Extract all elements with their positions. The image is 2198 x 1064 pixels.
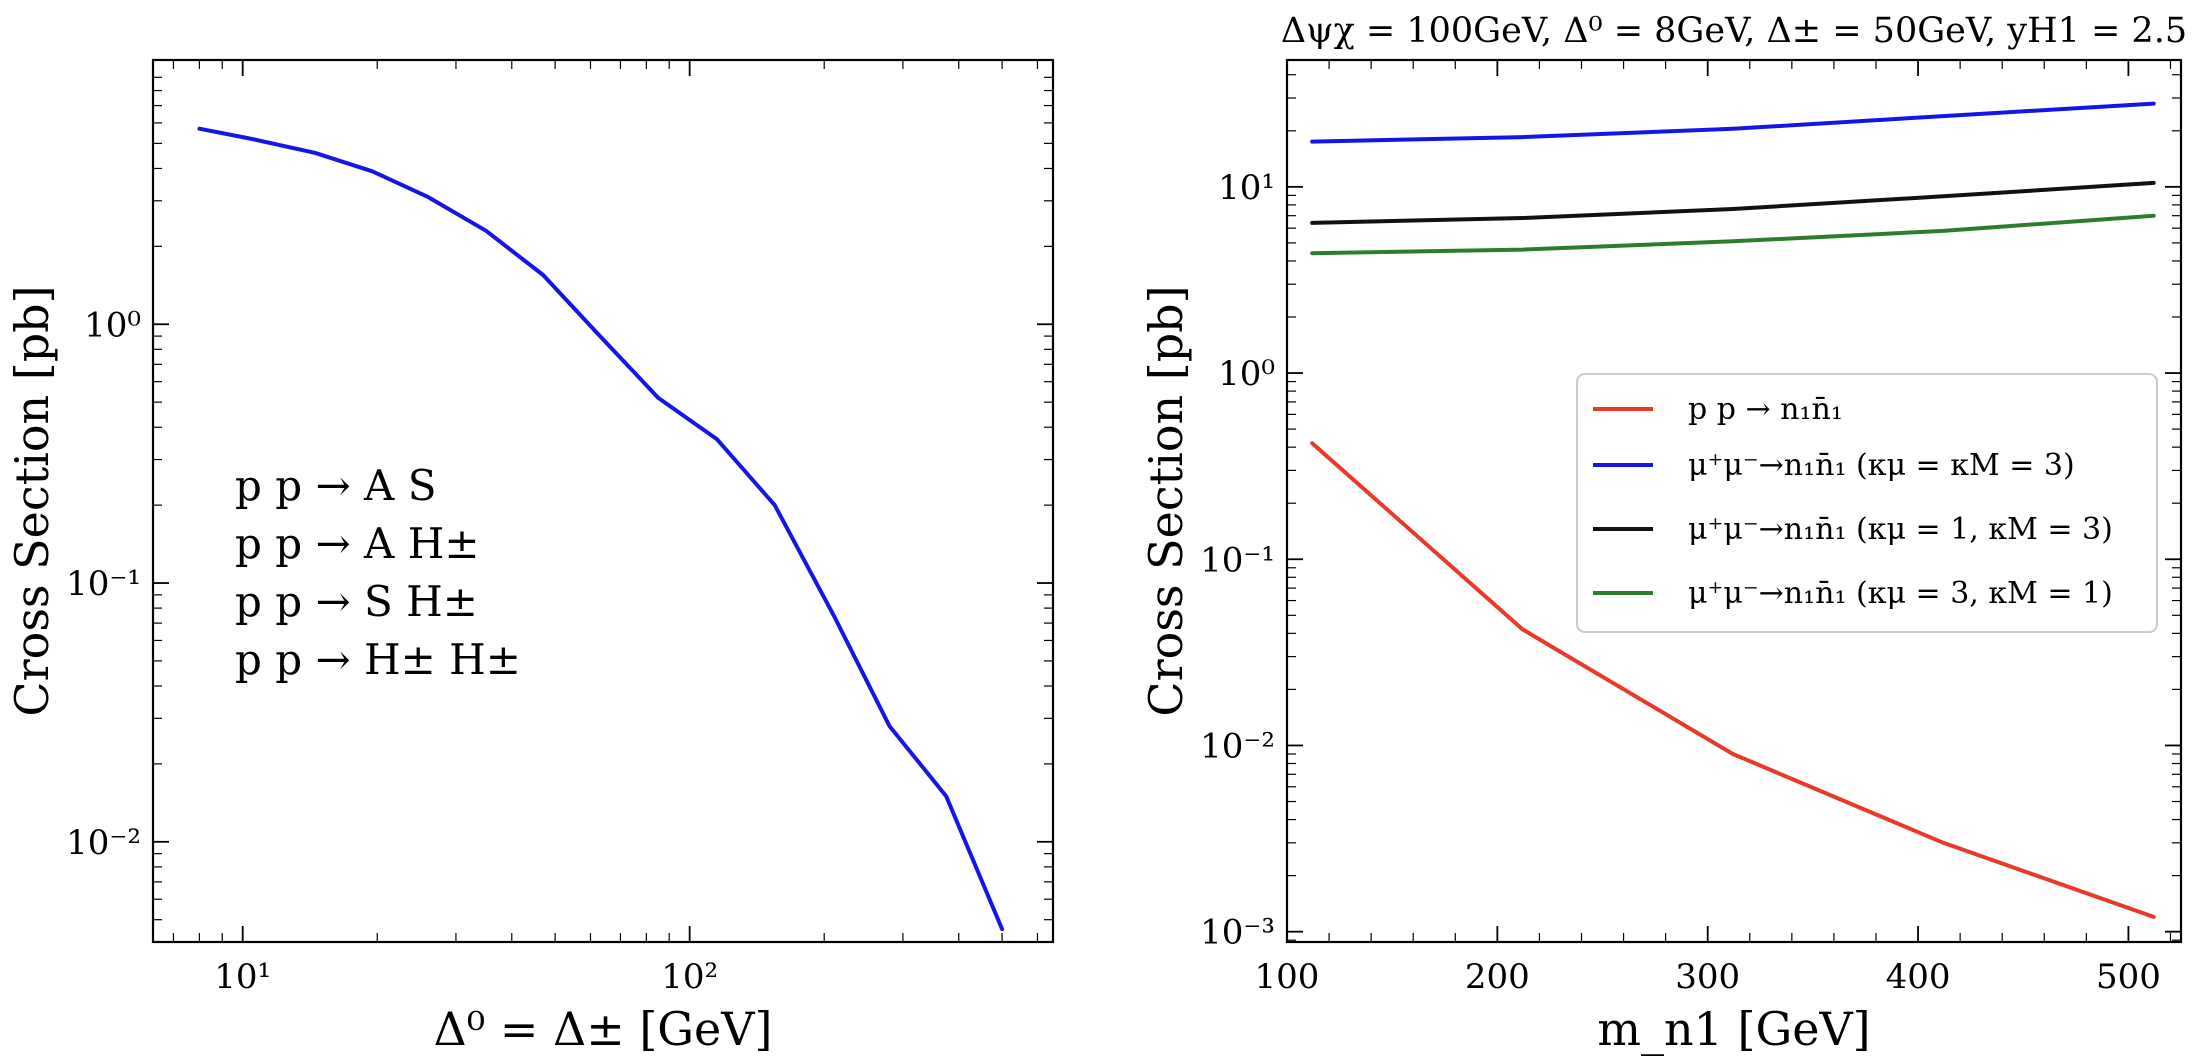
left-plot-frame	[151, 58, 1055, 944]
legend-label-blue: μ⁺μ⁻→n₁n̄₁ (κμ = κM = 3)	[1688, 448, 2075, 483]
data-point	[1521, 216, 1525, 220]
data-point	[1000, 927, 1004, 931]
right-plot-frame	[1285, 58, 2183, 944]
data-point	[250, 137, 254, 141]
data-point	[1310, 251, 1314, 255]
legend: p p → n₁n̄₁ μ⁺μ⁻→n₁n̄₁ (κμ = κM = 3) μ⁺μ…	[1576, 373, 2158, 633]
right-y-tick-label: 10⁻³	[1200, 913, 1275, 953]
left-chart: 10¹ 10² 10⁰ 10⁻¹ 10⁻² Δ⁰ = Δ± [GeV] Cros…	[5, 58, 1055, 1056]
data-point	[1521, 248, 1525, 252]
left-y-tick-label: 10⁻¹	[66, 564, 141, 604]
data-point	[944, 794, 948, 798]
data-point	[1731, 207, 1735, 211]
data-point	[832, 613, 836, 617]
right-minor-ticks	[1287, 60, 2181, 942]
left-y-axis-title: Cross Section [pb]	[5, 285, 59, 716]
legend-label-black: μ⁺μ⁻→n₁n̄₁ (κμ = 1, κM = 3)	[1688, 512, 2113, 547]
process-label-a-s: p p → A S	[235, 461, 436, 510]
data-point	[1310, 221, 1314, 225]
left-x-tick-label: 10¹	[214, 957, 271, 997]
series-line-1	[1310, 101, 2156, 144]
data-point	[1731, 127, 1735, 131]
right-y-tick-label: 10⁻¹	[1200, 540, 1275, 580]
data-point	[1941, 841, 1945, 845]
right-x-tick-label: 200	[1465, 957, 1530, 997]
data-point	[1521, 627, 1525, 631]
right-x-tick-label: 500	[2096, 957, 2161, 997]
data-point	[1941, 194, 1945, 198]
data-point	[773, 503, 777, 507]
left-major-ticks	[153, 60, 1053, 942]
data-point	[484, 229, 488, 233]
right-chart: 100 200 300 400 500 10¹ 10⁰ 10⁻¹ 10⁻² 10…	[1139, 11, 2187, 1056]
data-point	[1731, 239, 1735, 243]
right-x-tick-label: 400	[1886, 957, 1951, 997]
data-point	[313, 151, 317, 155]
data-point	[2152, 102, 2156, 106]
legend-entry: μ⁺μ⁻→n₁n̄₁ (κμ = 1, κM = 3)	[1593, 512, 2113, 547]
data-point	[2152, 915, 2156, 919]
data-point	[1731, 752, 1735, 756]
process-label-hpm-hpm: p p → H± H±	[235, 635, 521, 684]
legend-box	[1576, 373, 2158, 633]
data-point	[598, 334, 602, 338]
right-y-tick-label: 10⁻²	[1200, 726, 1275, 766]
data-point	[2152, 181, 2156, 185]
data-point	[1941, 114, 1945, 118]
right-x-axis-title: m_n1 [GeV]	[1597, 1002, 1870, 1056]
data-point	[541, 273, 545, 277]
left-y-tick-label: 10⁻²	[66, 823, 141, 863]
left-series-group	[197, 126, 1005, 932]
legend-entry: μ⁺μ⁻→n₁n̄₁ (κμ = 3, κM = 1)	[1593, 576, 2113, 611]
right-major-ticks	[1286, 60, 2181, 942]
legend-label-pp: p p → n₁n̄₁	[1688, 392, 1843, 427]
data-point	[888, 724, 892, 728]
right-x-tick-label: 300	[1675, 957, 1740, 997]
series-line-2	[1310, 180, 2156, 225]
data-point	[1941, 229, 1945, 233]
data-point	[1310, 140, 1314, 144]
left-y-tick-label: 10⁰	[84, 305, 141, 345]
data-point	[1310, 441, 1314, 445]
left-x-axis-title: Δ⁰ = Δ± [GeV]	[434, 1002, 773, 1056]
right-y-tick-label: 10¹	[1218, 168, 1275, 208]
process-label-a-hpm: p p → A H±	[235, 519, 480, 568]
right-chart-title: Δψχ = 100GeV, Δ⁰ = 8GeV, Δ± = 50GeV, yH1…	[1281, 11, 2187, 51]
data-point	[1521, 135, 1525, 139]
data-point	[197, 127, 201, 131]
left-minor-ticks	[153, 60, 1053, 942]
right-y-tick-label: 10⁰	[1218, 354, 1275, 394]
legend-entry: μ⁺μ⁻→n₁n̄₁ (κμ = κM = 3)	[1593, 448, 2075, 483]
data-point	[656, 396, 660, 400]
left-x-tick-label: 10²	[661, 957, 718, 997]
legend-label-green: μ⁺μ⁻→n₁n̄₁ (κμ = 3, κM = 1)	[1688, 576, 2113, 611]
data-point	[370, 169, 374, 173]
right-y-axis-title: Cross Section [pb]	[1139, 285, 1193, 716]
process-label-s-hpm: p p → S H±	[235, 577, 478, 626]
right-x-tick-label: 100	[1255, 957, 1320, 997]
right-series-group	[1310, 101, 2156, 919]
data-point	[715, 437, 719, 441]
data-point	[426, 195, 430, 199]
legend-entry: p p → n₁n̄₁	[1593, 392, 1843, 427]
data-point	[2152, 214, 2156, 218]
